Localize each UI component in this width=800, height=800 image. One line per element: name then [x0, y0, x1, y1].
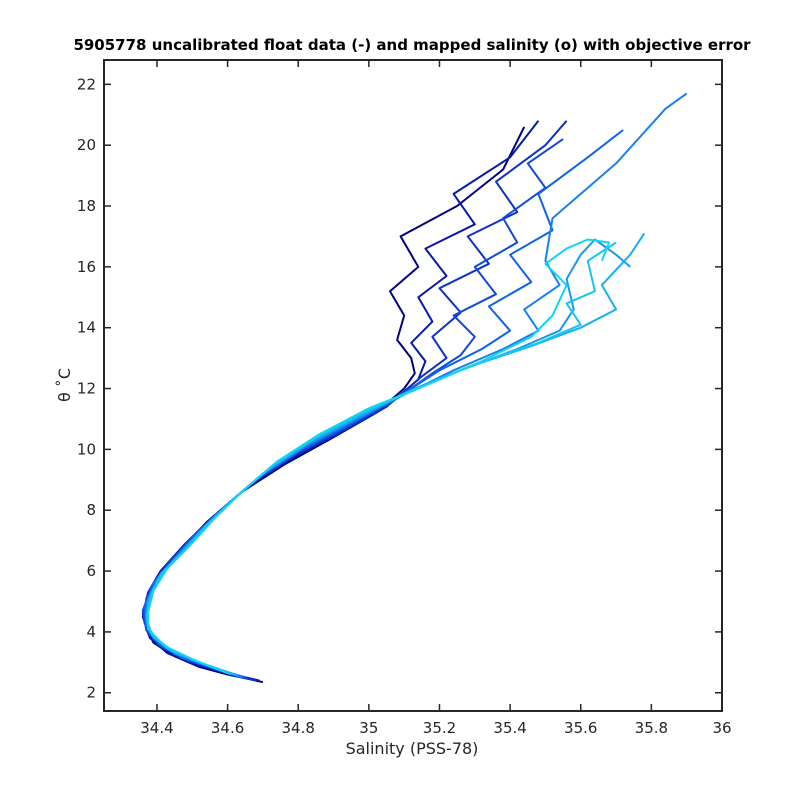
- x-tick-label: 35.6: [564, 719, 597, 737]
- y-tick-label: 4: [86, 623, 96, 641]
- x-tick-label: 35.2: [423, 719, 456, 737]
- x-axis-ticks: 34.4 34.6 34.8 35 35.2 35.4 35.6 35.8 36: [140, 60, 732, 737]
- y-tick-label: 8: [86, 501, 96, 519]
- y-tick-label: 14: [77, 319, 96, 337]
- y-tick-label: 2: [86, 684, 96, 702]
- profile-line-2: [141, 120, 540, 682]
- profile-line-4: [141, 138, 564, 681]
- y-tick-label: 20: [77, 136, 96, 154]
- y-tick-label: 22: [77, 75, 96, 93]
- chart-title: 5905778 uncalibrated float data (-) and …: [73, 36, 751, 54]
- series-layer: [141, 92, 688, 684]
- x-tick-label: 34.8: [282, 719, 315, 737]
- profile-line-10: [147, 238, 610, 674]
- y-tick-label: 6: [86, 562, 96, 580]
- plot-area: [104, 60, 722, 711]
- y-tick-label: 12: [77, 380, 96, 398]
- x-axis-label: Salinity (PSS-78): [346, 739, 479, 758]
- x-tick-label: 35.4: [493, 719, 526, 737]
- x-tick-label: 34.6: [211, 719, 244, 737]
- y-tick-label: 10: [77, 440, 96, 458]
- x-tick-label: 34.4: [140, 719, 173, 737]
- y-axis-label: θ ˚C: [55, 368, 74, 402]
- x-tick-label: 35: [359, 719, 378, 737]
- y-tick-label: 18: [77, 197, 96, 215]
- x-tick-label: 35.8: [635, 719, 668, 737]
- plot-frame: [103, 59, 723, 712]
- y-tick-label: 16: [77, 258, 96, 276]
- y-axis-ticks: 2 4 6 8 10 12 14 16 18 20 22: [77, 75, 722, 702]
- x-tick-label: 36: [712, 719, 731, 737]
